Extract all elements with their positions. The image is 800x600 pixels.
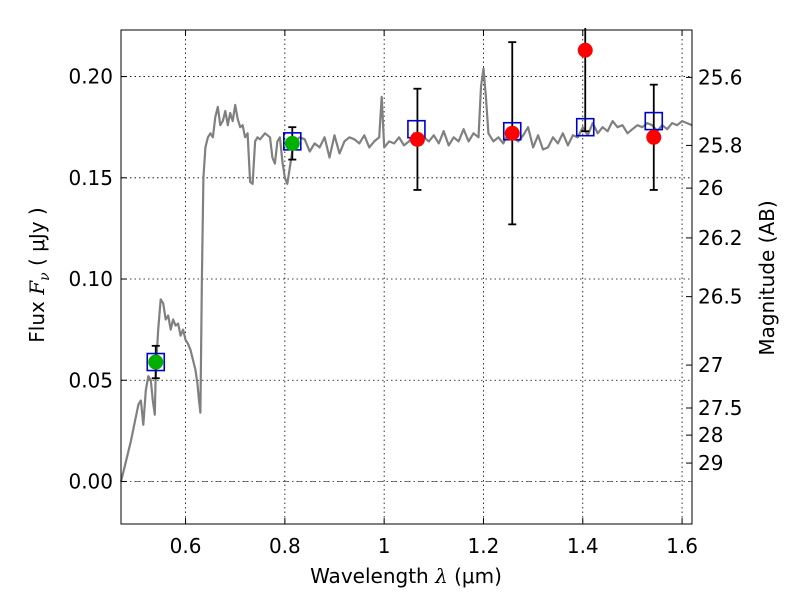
detection-point xyxy=(284,135,300,151)
y-tick-label: 0.20 xyxy=(68,65,113,89)
detection-point xyxy=(577,42,593,58)
model-photometry-point xyxy=(146,352,166,372)
plot-frame xyxy=(120,29,693,525)
x-axis-label: Wavelength λ (μm) xyxy=(310,564,502,588)
y-tick-label: 0.05 xyxy=(68,368,113,392)
magnitude-tick-label: 25.8 xyxy=(698,133,743,157)
magnitude-tick-label: 26.2 xyxy=(698,226,743,250)
error-bars xyxy=(151,28,658,380)
detection-point xyxy=(409,131,425,147)
magnitude-tick-label: 27 xyxy=(698,353,723,377)
magnitude-tick-label: 26.5 xyxy=(698,285,743,309)
sed-model-series xyxy=(119,67,693,482)
y-tick-label: 0.00 xyxy=(68,469,113,493)
model-photometry-series xyxy=(146,111,664,372)
ticks: 0.6 0.8 1 1.2 1.4 1.6 0.00 0.05 0.10 0.15 0.20 25.6… xyxy=(68,30,743,558)
magnitude-tick-label: 25.6 xyxy=(698,65,743,89)
y-axis-label: Flux Fν ( μJy ) xyxy=(25,207,53,342)
x-tick-label: 0.8 xyxy=(269,534,301,558)
magnitude-tick-label: 27.5 xyxy=(698,396,743,420)
detection-series xyxy=(148,42,662,370)
detection-point xyxy=(504,125,520,141)
model-photometry-point xyxy=(644,111,664,131)
magnitude-tick-label: 28 xyxy=(698,423,723,447)
y-tick-label: 0.10 xyxy=(68,267,113,291)
x-tick-label: 1.6 xyxy=(666,534,698,558)
detection-point xyxy=(148,354,164,370)
x-tick-label: 0.6 xyxy=(170,534,202,558)
model-photometry-point xyxy=(575,117,595,137)
magnitude-tick-label: 26 xyxy=(698,176,723,200)
detection-point xyxy=(646,129,662,145)
right-axis-label: Magnitude (AB) xyxy=(755,200,779,355)
magnitude-tick-label: 29 xyxy=(698,451,723,475)
y-tick-label: 0.15 xyxy=(68,166,113,190)
grid xyxy=(121,30,692,524)
sed-model-line xyxy=(119,67,693,482)
x-tick-label: 1 xyxy=(378,534,391,558)
x-tick-label: 1.2 xyxy=(468,534,500,558)
x-tick-label: 1.4 xyxy=(567,534,599,558)
